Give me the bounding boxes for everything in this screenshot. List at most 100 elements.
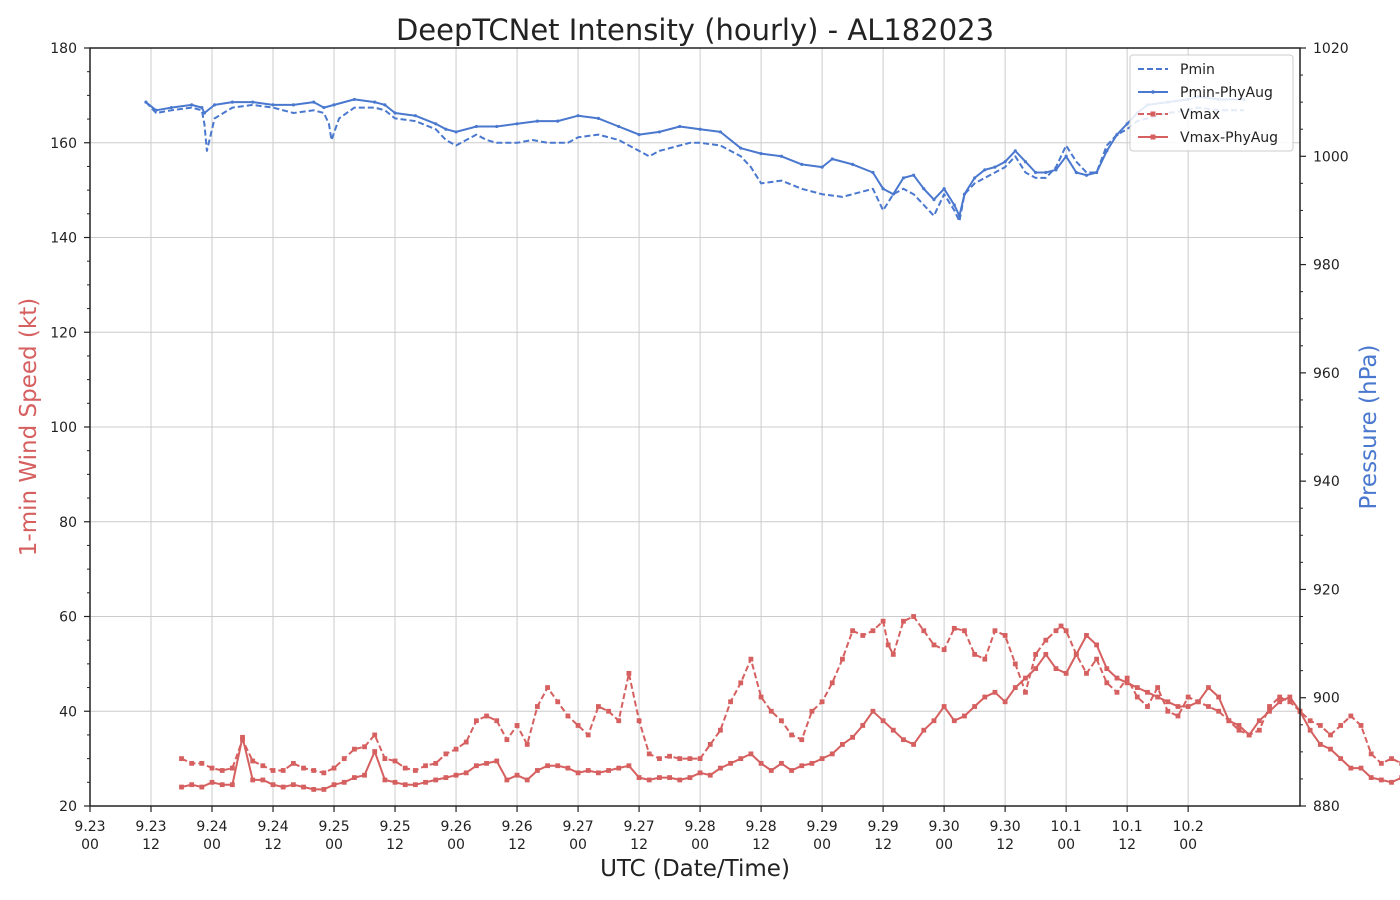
data-point bbox=[331, 765, 337, 771]
data-point bbox=[931, 718, 937, 724]
legend-entry-pmin-phyaug: Pmin-PhyAug bbox=[1138, 85, 1273, 101]
data-point bbox=[718, 727, 723, 733]
data-point bbox=[423, 763, 428, 769]
data-point bbox=[260, 777, 266, 783]
data-point bbox=[383, 103, 387, 107]
data-point bbox=[1134, 685, 1140, 690]
data-point bbox=[819, 756, 825, 762]
x-tick-label-date: 9.29 bbox=[868, 819, 899, 835]
data-point bbox=[809, 760, 815, 766]
data-point bbox=[1114, 675, 1120, 681]
data-point bbox=[1185, 694, 1191, 700]
data-point bbox=[885, 642, 891, 648]
x-tick-label-date: 9.25 bbox=[379, 819, 410, 835]
data-point bbox=[646, 777, 652, 783]
data-point bbox=[154, 108, 158, 112]
x-tick-label-hour: 12 bbox=[630, 837, 648, 853]
x-tick-label-date: 9.26 bbox=[501, 819, 532, 835]
data-point bbox=[707, 772, 713, 778]
data-point bbox=[1013, 149, 1017, 153]
data-point bbox=[1063, 670, 1069, 676]
data-point bbox=[250, 758, 256, 764]
x-tick-label-date: 9.24 bbox=[196, 819, 227, 835]
chart-title: DeepTCNet Intensity (hourly) - AL182023 bbox=[396, 13, 994, 47]
data-point bbox=[1115, 133, 1119, 137]
x-axis-label: UTC (Date/Time) bbox=[600, 856, 790, 882]
data-point bbox=[779, 718, 784, 724]
data-point bbox=[1023, 160, 1028, 164]
data-point bbox=[332, 103, 336, 107]
data-point bbox=[585, 768, 591, 773]
data-point bbox=[1033, 652, 1039, 657]
data-point bbox=[789, 732, 794, 738]
data-point bbox=[219, 768, 225, 773]
data-point bbox=[1185, 704, 1191, 709]
data-point bbox=[1125, 122, 1129, 126]
data-point bbox=[545, 763, 550, 769]
x-tick-label-date: 10.2 bbox=[1173, 819, 1204, 835]
data-point bbox=[229, 782, 235, 788]
data-point bbox=[1328, 732, 1333, 738]
series-line bbox=[145, 95, 1245, 217]
data-point bbox=[230, 100, 234, 104]
data-point bbox=[280, 784, 286, 790]
data-point bbox=[1105, 149, 1109, 153]
data-point bbox=[890, 727, 896, 733]
legend: Pmin Pmin-PhyAug Vmax Vmax-PhyAug bbox=[1129, 54, 1294, 152]
data-point bbox=[758, 694, 764, 700]
data-point bbox=[514, 772, 520, 778]
data-point bbox=[515, 122, 519, 126]
axes bbox=[84, 47, 1306, 812]
data-point bbox=[962, 192, 967, 196]
data-point bbox=[596, 770, 601, 776]
data-point bbox=[1206, 704, 1211, 709]
data-point bbox=[144, 100, 148, 104]
data-point bbox=[646, 751, 652, 757]
data-point bbox=[555, 763, 561, 769]
data-point bbox=[311, 787, 317, 792]
data-point bbox=[260, 763, 266, 769]
plot-frame bbox=[89, 47, 1301, 807]
data-point bbox=[677, 777, 683, 783]
data-point bbox=[393, 111, 397, 115]
data-point bbox=[697, 756, 703, 762]
data-point bbox=[606, 768, 611, 773]
data-point bbox=[1368, 775, 1374, 780]
data-point bbox=[352, 97, 356, 102]
y-left-tick-label: 140 bbox=[50, 231, 77, 247]
data-point bbox=[626, 763, 632, 769]
data-point bbox=[667, 753, 672, 759]
data-point bbox=[229, 765, 235, 771]
y-right-tick-label: 1020 bbox=[1313, 41, 1349, 57]
data-point bbox=[1236, 727, 1242, 733]
data-point bbox=[575, 770, 581, 776]
series-layer bbox=[144, 95, 1400, 792]
data-point bbox=[951, 718, 957, 724]
data-point bbox=[290, 782, 296, 788]
data-point bbox=[1124, 680, 1130, 686]
x-tick-label-hour: 12 bbox=[874, 837, 892, 853]
data-point bbox=[1104, 680, 1110, 686]
data-point bbox=[1256, 727, 1262, 733]
data-point bbox=[1002, 699, 1008, 705]
data-point bbox=[922, 187, 926, 191]
data-point bbox=[1216, 708, 1222, 714]
data-point bbox=[840, 656, 845, 662]
data-point bbox=[829, 751, 835, 757]
data-point bbox=[444, 127, 448, 131]
y-left-tick-label: 20 bbox=[59, 799, 77, 815]
data-point bbox=[392, 779, 398, 785]
data-point bbox=[412, 768, 418, 773]
y-right-tick-label: 880 bbox=[1313, 799, 1340, 815]
data-point bbox=[687, 775, 693, 780]
data-point bbox=[1348, 765, 1354, 771]
data-point bbox=[1267, 708, 1272, 714]
data-point bbox=[484, 713, 489, 719]
data-point bbox=[881, 187, 885, 191]
data-point bbox=[1058, 623, 1064, 629]
data-point bbox=[565, 713, 571, 719]
legend-label-vmax-phyaug: Vmax-PhyAug bbox=[1180, 130, 1278, 146]
data-point bbox=[341, 756, 347, 762]
x-tick-label-hour: 00 bbox=[813, 837, 831, 853]
data-point bbox=[992, 628, 998, 634]
